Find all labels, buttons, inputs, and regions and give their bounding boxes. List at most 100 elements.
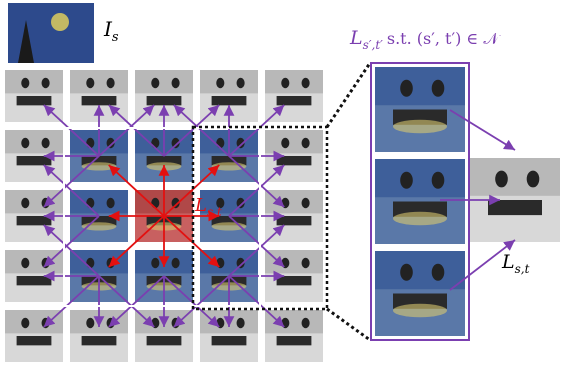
thumbnail-hole (400, 172, 413, 189)
thumbnail-hole (281, 78, 289, 88)
thumbnail-hole (432, 264, 445, 281)
thumbnail-hole (302, 318, 310, 328)
style-label-sub: s (112, 30, 119, 45)
thumbnail-hole (281, 258, 289, 268)
thumbnail-wall (200, 250, 258, 273)
thumbnail-hole (86, 138, 94, 148)
thumbnail-object (277, 156, 312, 165)
thumbnail-object (17, 216, 52, 225)
center-label-sub: s,t (207, 205, 222, 219)
thumbnail-hole (172, 78, 180, 88)
thumbnail-wall (265, 130, 323, 153)
thumbnail-wall (70, 70, 128, 93)
zoom-panel (375, 67, 560, 336)
thumbnail-hole (237, 318, 245, 328)
output-label-main: L (501, 251, 515, 273)
thumbnail-wall (265, 250, 323, 273)
thumbnail-object (82, 336, 117, 345)
thumbnail-wall (375, 159, 465, 197)
thumbnail-hole (432, 80, 445, 97)
thumbnail-hole (151, 138, 159, 148)
thumbnail-hole (21, 318, 29, 328)
thumbnail-hole (216, 258, 224, 268)
thumbnail-hole (495, 171, 508, 188)
neighbor-label: Ls′,t′s.t. (s′, t′) ∈ 𝒩 (349, 27, 501, 52)
thumbnail-hole (21, 258, 29, 268)
thumbnail-hole (302, 138, 310, 148)
thumbnail-object (277, 336, 312, 345)
thumbnail-object (277, 216, 312, 225)
thumbnail-wall (470, 158, 560, 196)
zoom-line (327, 309, 370, 340)
thumbnail-wall (70, 190, 128, 213)
thumbnail-wall (5, 190, 63, 213)
thumbnail-hole (400, 80, 413, 97)
thumbnail-object (17, 336, 52, 345)
thumbnail-hole (21, 198, 29, 208)
neighbor-label-condition: s.t. (s′, t′) ∈ 𝒩 (387, 29, 501, 48)
page: Is Ls′,t′s.t. (s′, t′) ∈ 𝒩 Ls,t Ls,t (()… (0, 0, 562, 371)
thumbnail-wall (5, 310, 63, 333)
thumbnail-object (277, 96, 312, 105)
thumbnail-hole (107, 198, 115, 208)
neighbor-label-main: L (349, 27, 363, 49)
output-label-sub: s,t (515, 262, 530, 276)
thumbnail-hole (302, 198, 310, 208)
thumbnail-hole (42, 78, 50, 88)
style-label: Is (103, 17, 119, 45)
thumbnail-hole (432, 172, 445, 189)
thumbnail-hole (281, 198, 289, 208)
output-label: Ls,t (501, 251, 530, 276)
thumbnail-wall (70, 250, 128, 273)
thumbnail-hole (21, 78, 29, 88)
thumbnail-hole (107, 78, 115, 88)
thumbnail-hole (151, 78, 159, 88)
zoom-line (327, 63, 370, 127)
thumbnail-hole (527, 171, 540, 188)
figure: Is Ls′,t′s.t. (s′, t′) ∈ 𝒩 Ls,t Ls,t (0, 0, 562, 371)
center-label-main: L (194, 195, 207, 216)
thumbnail-wall (200, 70, 258, 93)
thumbnail-object (212, 336, 247, 345)
thumbnail-hole (281, 138, 289, 148)
thumbnail-hole (151, 198, 159, 208)
thumbnail-hole (400, 264, 413, 281)
thumbnail-object (82, 96, 117, 105)
thumbnail-hole (216, 138, 224, 148)
thumbnail-hole (151, 318, 159, 328)
thumbnail-wall (5, 250, 63, 273)
thumbnail-hole (86, 78, 94, 88)
thumbnail-wall (265, 310, 323, 333)
thumbnail-hole (216, 78, 224, 88)
thumbnail-wall (375, 251, 465, 289)
thumbnail-object (277, 276, 312, 285)
thumbnail-hole (302, 258, 310, 268)
thumbnail-wall (5, 70, 63, 93)
thumbnail-hole (302, 78, 310, 88)
thumbnail-hole (86, 198, 94, 208)
thumbnail-hole (42, 138, 50, 148)
arrows (44, 105, 285, 327)
thumbnail-wall (375, 67, 465, 105)
thumbnail-hole (21, 138, 29, 148)
thumbnail-hole (172, 258, 180, 268)
thumbnail-hole (216, 318, 224, 328)
thumbnail-wall (265, 190, 323, 213)
thumbnail-object (17, 276, 52, 285)
thumbnail-hole (151, 258, 159, 268)
thumbnail-hole (281, 318, 289, 328)
thumbnail-object (147, 336, 182, 345)
thumbnail-wall (135, 70, 193, 93)
thumbnail-glow (393, 120, 447, 134)
neighbor-label-sub: s′,t′ (363, 38, 384, 52)
thumbnail-hole (237, 78, 245, 88)
thumbnail-object (212, 96, 247, 105)
thumbnail-hole (86, 258, 94, 268)
thumbnail-glow (393, 304, 447, 318)
thumbnail-object (147, 96, 182, 105)
thumbnail-wall (5, 130, 63, 153)
style-image-moon (51, 13, 69, 31)
thumbnail-hole (86, 318, 94, 328)
thumbnail-wall (265, 70, 323, 93)
thumbnail-object (488, 200, 542, 215)
